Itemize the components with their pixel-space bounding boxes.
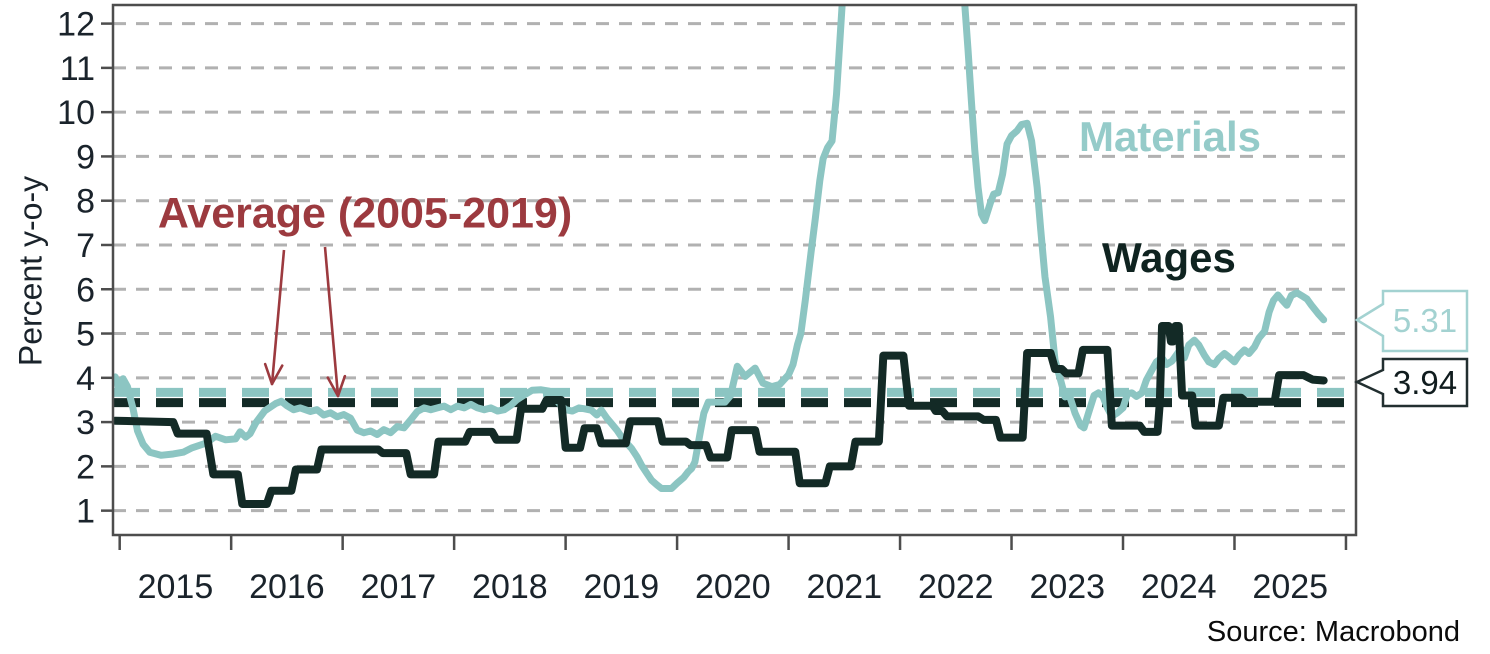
annotation-arrow (270, 249, 286, 385)
x-tick-label: 2022 (918, 568, 994, 606)
series-line-wages (113, 322, 1328, 509)
plot-frame (111, 3, 1358, 537)
y-tick-label: 4 (76, 360, 95, 398)
callout-bubble-materials (1354, 289, 1469, 353)
y-tick-label: 9 (76, 138, 95, 176)
x-tick-label: 2020 (695, 568, 771, 606)
y-tick-label: 12 (57, 6, 95, 44)
x-tick-label: 2016 (249, 568, 325, 606)
x-tick-label: 2024 (1141, 568, 1217, 606)
annotation-arrowhead (263, 362, 274, 386)
y-axis-title: Percent y-o-y (12, 175, 49, 367)
y-tick-label: 10 (57, 94, 95, 132)
y-tick-label: 11 (60, 50, 95, 88)
materials-latest-value-callout: 5.31 (1392, 302, 1458, 339)
x-tick-label: 2018 (472, 568, 548, 606)
y-tick-label: 2 (76, 448, 95, 486)
source-note: Source: Macrobond (1206, 616, 1460, 648)
x-tick-label: 2017 (361, 568, 437, 606)
x-tick-label: 2019 (584, 568, 660, 606)
annotation-arrowhead (336, 374, 347, 398)
annotation-arrow (323, 246, 340, 397)
callout-bubble-wages (1354, 357, 1469, 408)
y-tick-label: 6 (76, 271, 95, 309)
wages-latest-value-callout: 3.94 (1392, 364, 1458, 401)
annotation-arrowhead (326, 376, 340, 398)
series-line-materials (961, 5, 1328, 432)
y-tick-label: 7 (76, 227, 95, 265)
y-tick-label: 1 (76, 493, 95, 531)
x-tick-label: 2021 (806, 568, 882, 606)
materials-series-label: Materials (1078, 113, 1262, 160)
annotation-arrowhead (270, 364, 284, 386)
x-tick-label: 2025 (1252, 568, 1328, 606)
y-tick-label: 8 (76, 183, 95, 221)
series-line-materials (113, 5, 846, 493)
wages-series-label: Wages (1102, 234, 1236, 281)
x-tick-label: 2015 (138, 568, 214, 606)
x-tick-label: 2023 (1029, 568, 1105, 606)
y-tick-label: 3 (76, 404, 95, 442)
average-annotation-label: Average (2005-2019) (157, 189, 573, 238)
y-tick-label: 5 (76, 316, 95, 354)
